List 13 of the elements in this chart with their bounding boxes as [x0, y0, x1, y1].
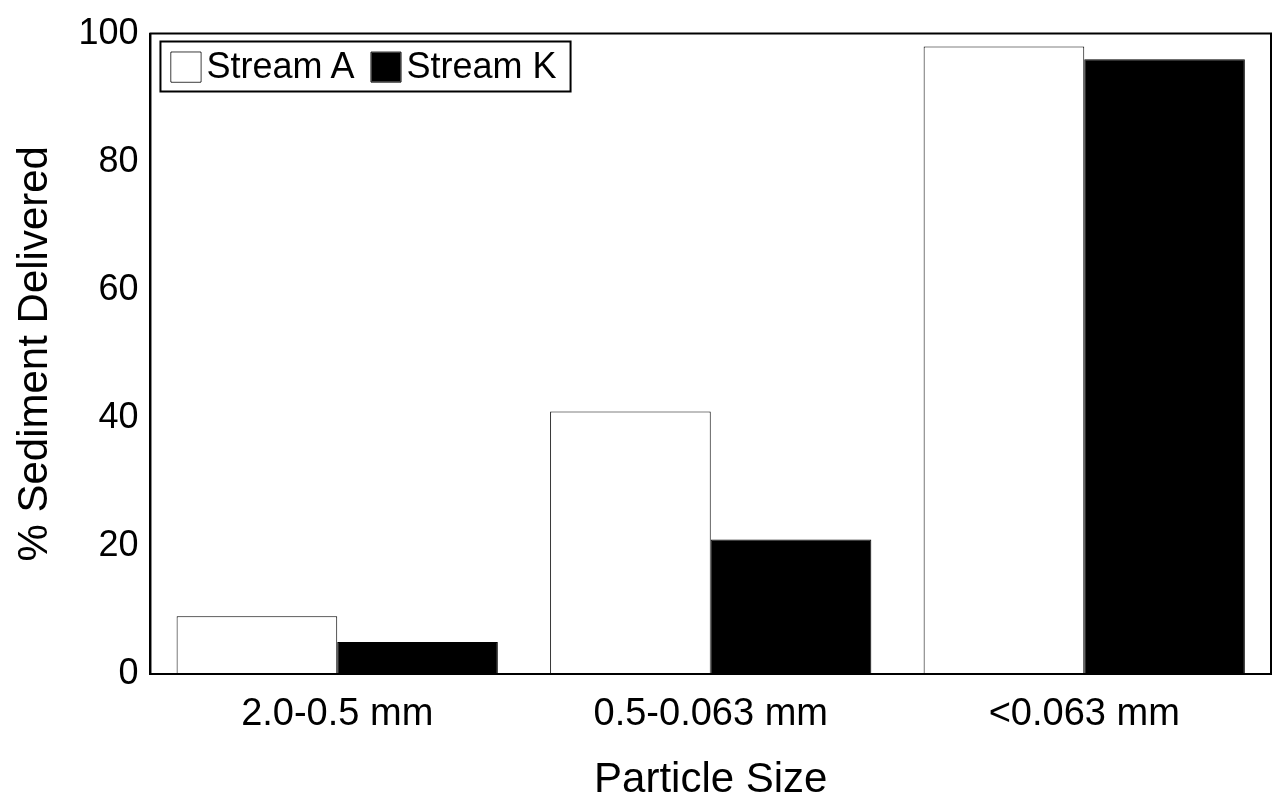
- x-tick-label: 0.5-0.063 mm: [593, 691, 828, 734]
- y-tick-label: 60: [98, 266, 139, 308]
- legend-label: Stream A: [206, 44, 355, 86]
- y-tick-label: 40: [98, 394, 139, 436]
- x-axis-title: Particle Size: [594, 754, 828, 802]
- y-tick-label: 20: [98, 522, 139, 564]
- x-tick-label: <0.063 mm: [988, 691, 1180, 734]
- x-tick-label: 2.0-0.5 mm: [241, 691, 434, 734]
- legend-label: Stream K: [406, 44, 557, 86]
- y-tick-label: 100: [78, 10, 139, 52]
- y-tick-label: 0: [118, 650, 139, 692]
- y-axis-title: % Sediment Delivered: [8, 146, 56, 562]
- y-tick-label: 80: [98, 138, 139, 180]
